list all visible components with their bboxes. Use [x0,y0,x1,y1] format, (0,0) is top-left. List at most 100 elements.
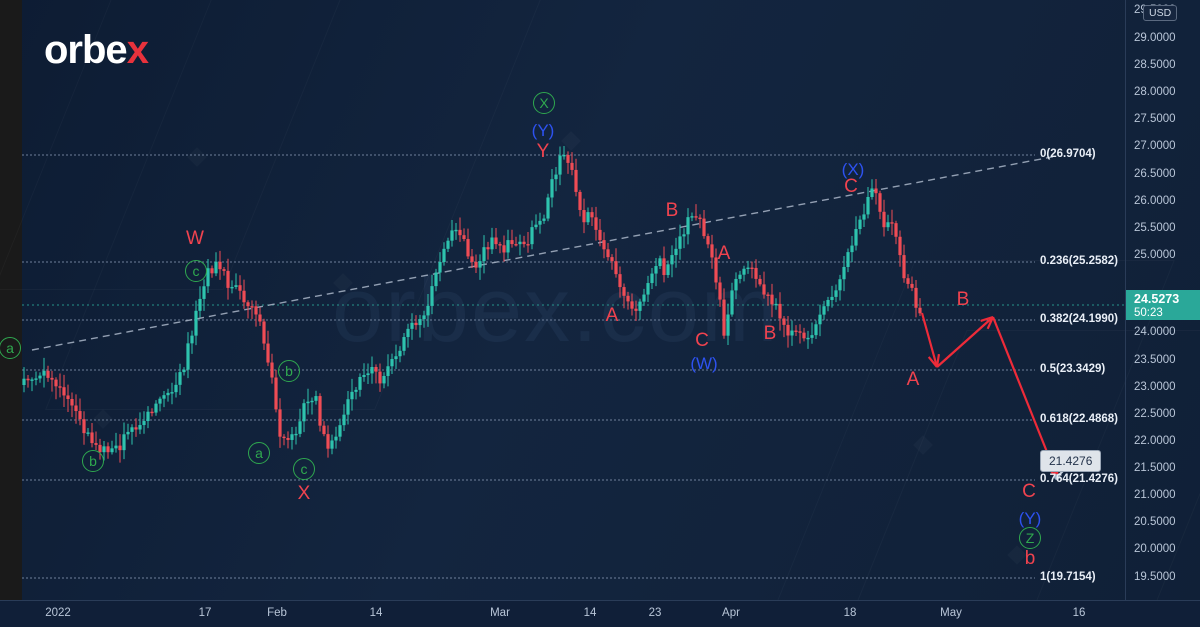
candle-body [918,307,922,314]
candle-body [762,284,766,295]
candle-body [602,240,606,250]
candle-body [294,433,298,436]
candle-body [350,391,354,400]
wave-label: C [1022,481,1036,502]
candle-body [554,174,558,180]
candle-body [446,240,450,249]
candle-body [26,378,30,381]
wave-label: c [185,260,207,282]
candle-body [178,372,182,385]
candle-body [46,370,50,378]
candle-body [190,335,194,344]
wave-label: b [82,450,104,472]
candle-body [790,330,794,336]
candle-body [694,216,698,218]
candle-body [250,306,254,308]
candle-body [658,258,662,267]
candle-body [434,272,438,287]
candle-body [374,367,378,372]
wave-label: A [906,369,920,390]
price-tick: 21.5000 [1134,462,1176,474]
candle-body [458,229,462,236]
candle-body [622,287,626,296]
candle-body [110,448,114,453]
candle-body [630,301,634,309]
candle-body [782,318,786,325]
candle-body [862,214,866,220]
wave-label: A [605,305,619,326]
logo-text-main: orbe [44,28,128,72]
candle-body [270,362,274,378]
candle-body [246,302,250,307]
candle-body [610,257,614,262]
wave-label: X [533,92,555,114]
candle-body [674,248,678,256]
fibonacci-level-label: 0.5(23.3429) [1040,363,1106,375]
candlestick-series [22,146,922,463]
wave-label: C [844,176,858,197]
candle-body [402,337,406,351]
candle-body [386,366,390,376]
wave-label: (Y) [531,121,555,140]
time-axis[interactable]: 2022 17 Feb 14 Mar 14 23 Apr 18 May 16 [0,600,1200,627]
candle-body [54,379,58,387]
candle-body [362,375,366,377]
projection-arrowhead [980,315,994,322]
candle-body [414,322,418,326]
candle-body [238,285,242,291]
wave-label-circled: a [0,337,21,359]
wave-label: Z [1019,527,1041,549]
projection-arrowhead [935,353,941,368]
candle-body [510,240,514,245]
candle-body [770,294,774,305]
candle-body [142,420,146,426]
candle-body [502,245,506,253]
projection-segment [936,316,994,368]
candle-body [470,256,474,262]
candle-body [74,405,78,412]
candle-body [802,332,806,339]
candle-body [234,285,238,287]
candle-body [422,315,426,320]
projection-path [920,312,1059,478]
candle-body [830,296,834,300]
candle-body [162,395,166,399]
left-edge-strip [0,0,22,627]
candle-body [814,324,818,336]
price-tick: 28.0000 [1134,86,1176,98]
candle-body [866,196,870,215]
fibonacci-level-label: 0.382(24.1990) [1040,313,1119,325]
candle-body [822,306,826,315]
candle-body [594,217,598,230]
candle-body [254,306,258,315]
candle-body [102,446,106,453]
candle-body [394,356,398,360]
candle-body [746,267,750,270]
candle-body [894,223,898,237]
fibonacci-level-label: 1(19.7154) [1040,571,1096,583]
candle-body [534,224,538,228]
candle-body [134,427,138,430]
candle-body [914,287,918,308]
price-tick: 26.5000 [1134,168,1176,180]
currency-badge: USD [1143,5,1178,21]
candle-body [758,278,762,285]
price-tick: 27.0000 [1134,140,1176,152]
chart-plot-area[interactable]: orbex.com [22,0,1125,600]
wave-label: a [248,442,270,464]
candle-body [34,378,38,380]
wave-label: Y [536,141,550,162]
logo-text-accent: x [126,28,149,72]
orbex-logo: orbex [44,28,149,73]
wave-label-circled: b [278,360,300,382]
candle-body [798,331,802,333]
candle-body [542,218,546,221]
candle-body [438,262,442,273]
candle-body [766,294,770,296]
price-tick: 20.5000 [1134,516,1176,528]
candle-body [526,244,530,246]
candle-body [170,392,174,394]
candle-body [230,286,234,289]
price-tick: 23.0000 [1134,381,1176,393]
candle-body [514,244,518,246]
